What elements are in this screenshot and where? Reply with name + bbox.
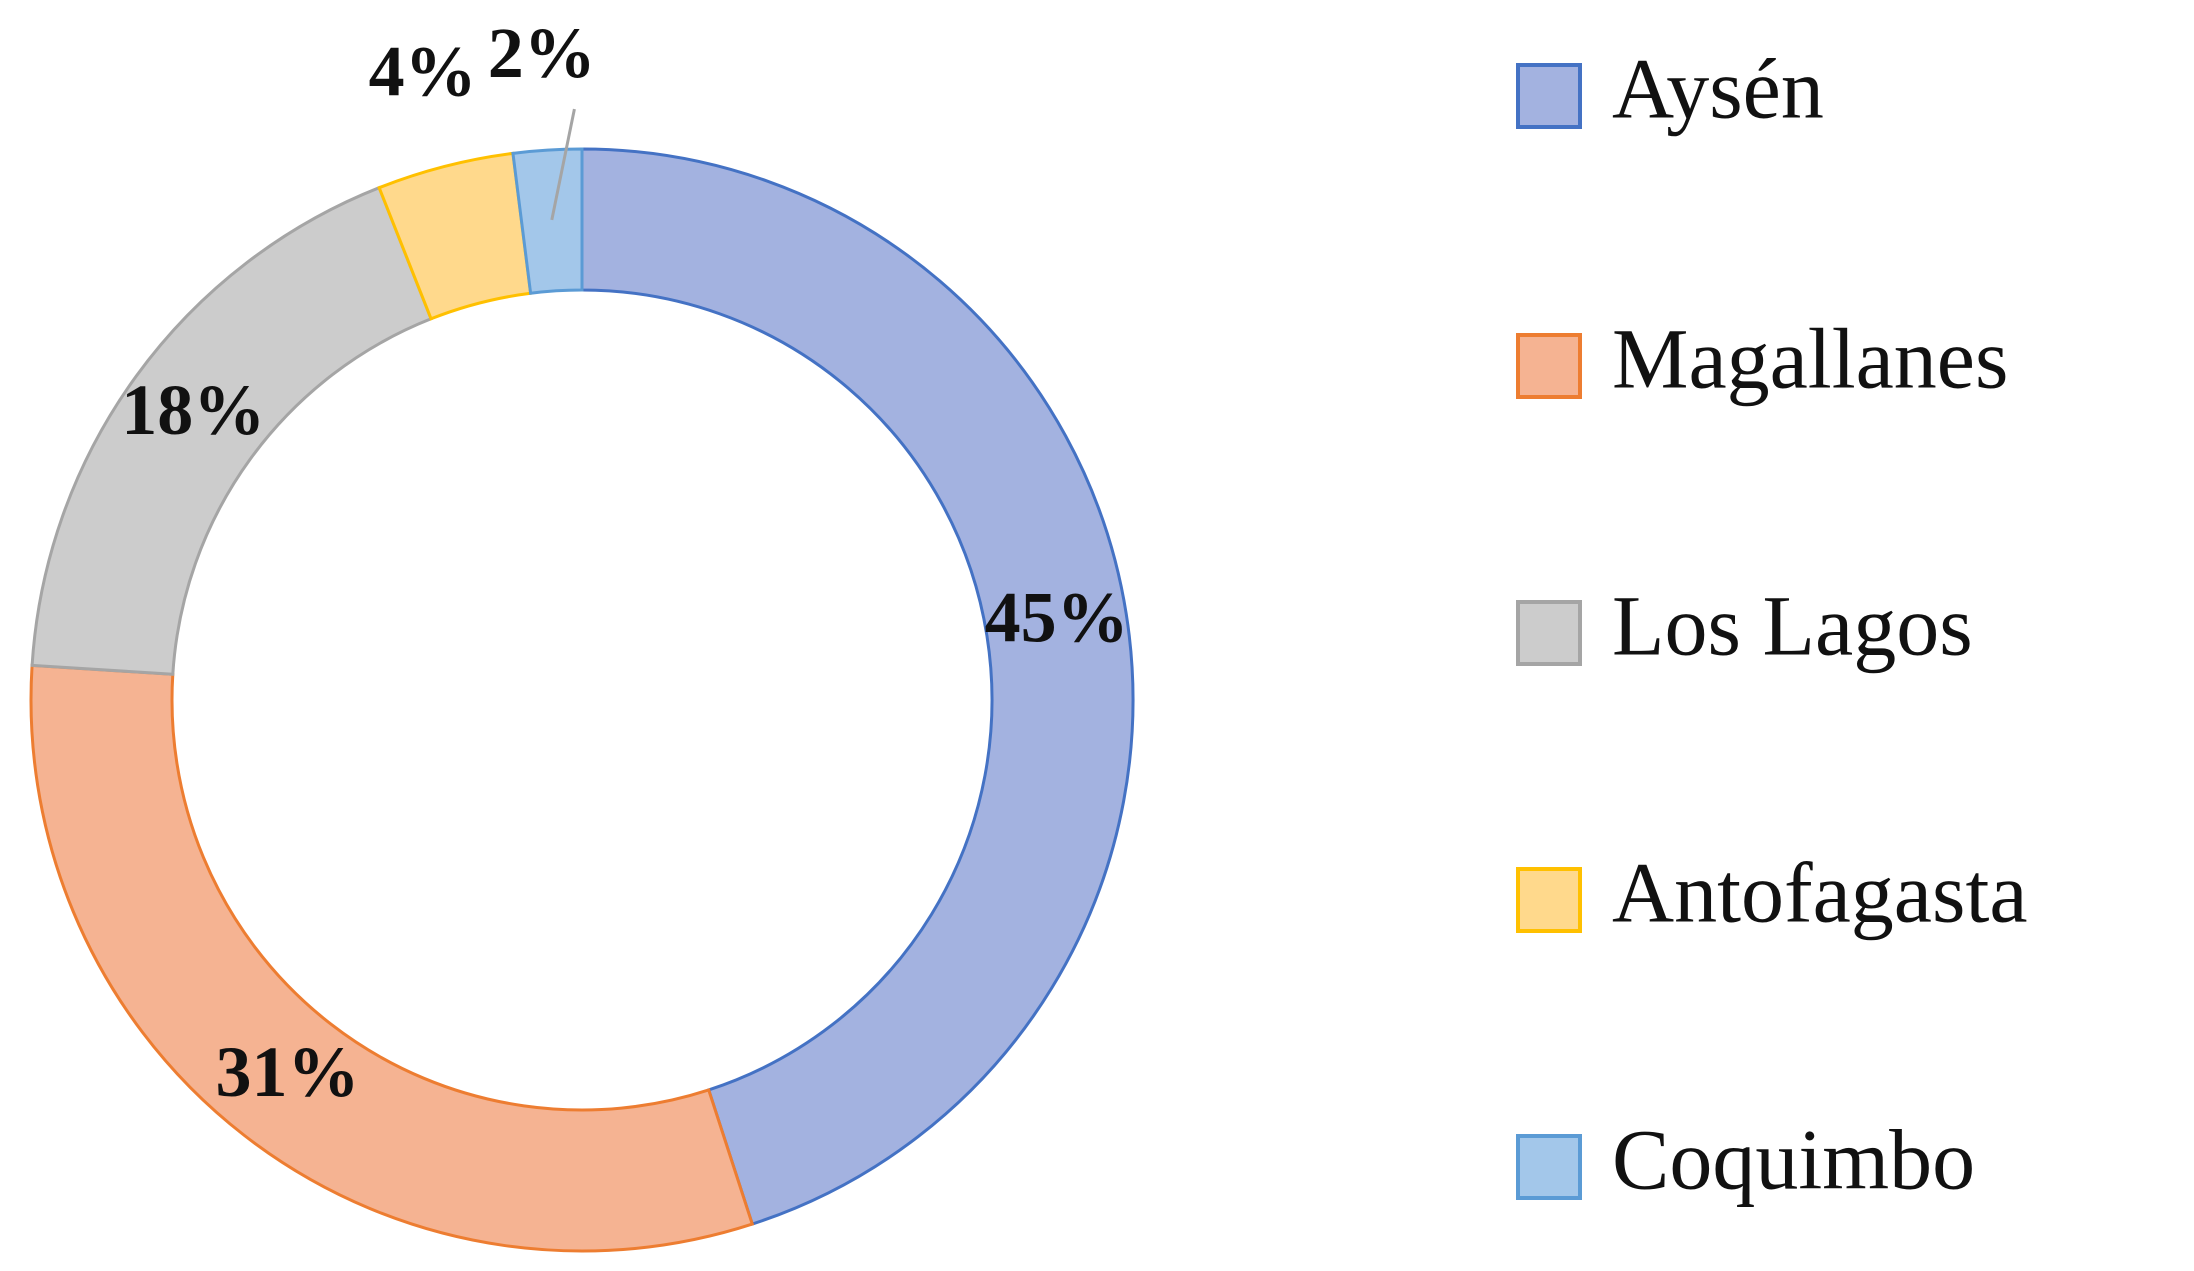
data-label: 45% [985,577,1129,657]
legend-label: Coquimbo [1612,1112,1975,1208]
leader-line [550,108,576,221]
legend-label: Los Lagos [1612,578,1973,674]
legend-swatch [1516,63,1582,129]
legend-swatch [1516,867,1582,933]
legend-swatch [1516,333,1582,399]
donut-segment [580,147,1135,1226]
legend-label: Magallanes [1612,311,2008,407]
legend-swatch [1516,1134,1582,1200]
data-label: 18% [121,370,265,450]
legend-label: Antofagasta [1612,845,2028,941]
legend-swatch [1516,600,1582,666]
donut-segment [29,663,755,1253]
data-label: 4% [369,32,477,112]
data-label: 31% [215,1032,359,1112]
donut-segment [511,147,584,295]
legend-label: Aysén [1612,41,1824,137]
data-label: 2% [488,13,596,93]
